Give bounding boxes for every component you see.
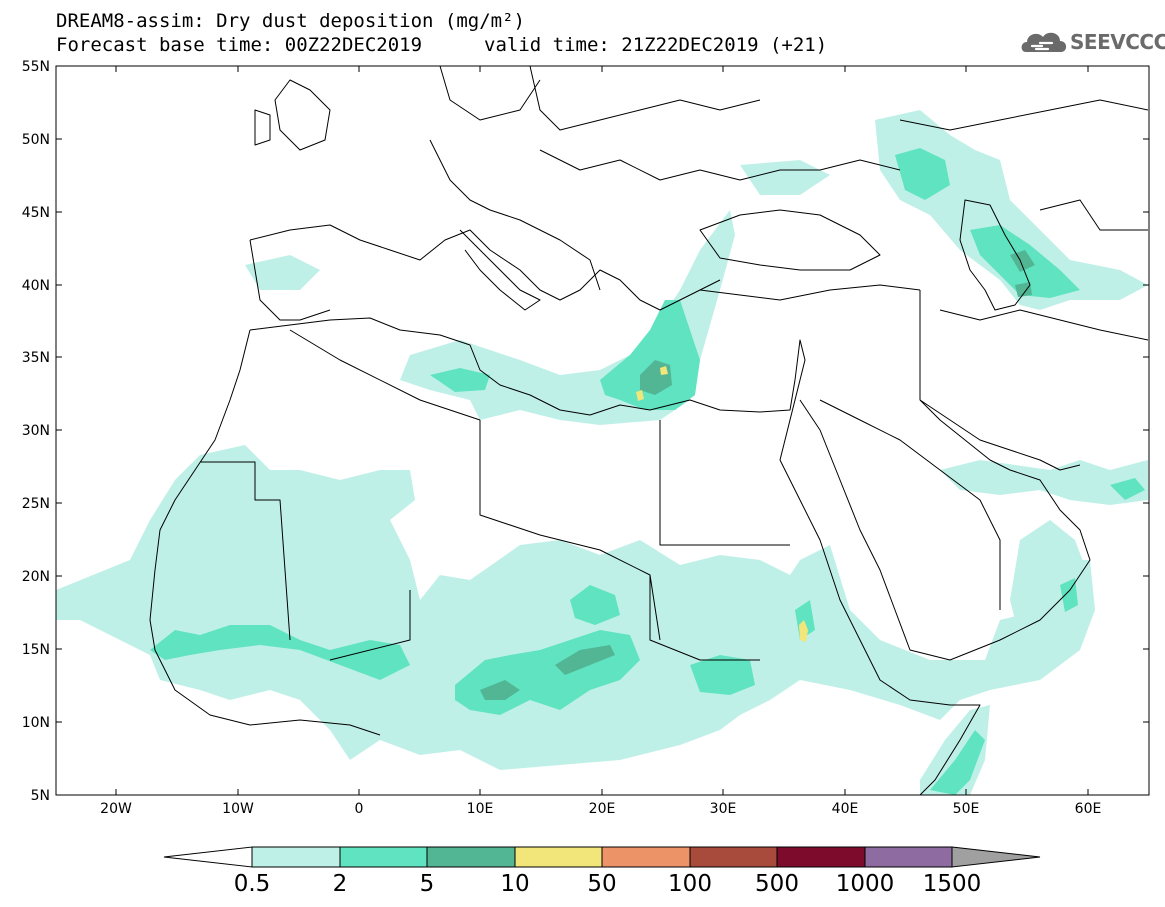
lat-label-20n: 20N bbox=[22, 569, 50, 585]
lon-label-0: 0 bbox=[355, 801, 364, 817]
colorbar-arrow-high bbox=[951, 846, 1041, 868]
colorbar-swatch-2 bbox=[339, 846, 428, 868]
lon-label-20e: 20E bbox=[589, 801, 616, 817]
colorbar-swatch-1 bbox=[251, 846, 341, 868]
lat-labels: 55N 50N 45N 40N 35N 30N 25N 20N 15N 10N … bbox=[22, 59, 50, 804]
forecast-base-time: Forecast base time: 00Z22DEC2019 bbox=[56, 34, 423, 56]
lon-label-30e: 30E bbox=[710, 801, 737, 817]
colorbar-label-1: 2 bbox=[333, 871, 348, 897]
colorbar-label-5: 100 bbox=[668, 871, 712, 897]
colorbar bbox=[163, 846, 1041, 868]
lat-label-10n: 10N bbox=[22, 715, 50, 731]
lat-label-40n: 40N bbox=[22, 278, 50, 294]
dust-fields bbox=[56, 110, 1148, 795]
lat-label-5n: 5N bbox=[31, 788, 50, 804]
colorbar-swatch-7 bbox=[776, 846, 866, 868]
colorbar-label-4: 50 bbox=[587, 871, 616, 897]
colorbar-swatch-6 bbox=[689, 846, 778, 868]
colorbar-arrow-low bbox=[163, 846, 253, 868]
colorbar-label-7: 1000 bbox=[836, 871, 895, 897]
seevccc-logo: SEEVCCC bbox=[1018, 26, 1165, 62]
valid-time: valid time: 21Z22DEC2019 (+21) bbox=[484, 34, 828, 56]
lat-label-45n: 45N bbox=[22, 205, 50, 221]
map-title: DREAM8-assim: Dry dust deposition (mg/m²… bbox=[56, 10, 525, 32]
colorbar-swatch-4 bbox=[514, 846, 603, 868]
cloud-logo-icon bbox=[1021, 32, 1067, 52]
lon-label-20w: 20W bbox=[100, 801, 132, 817]
colorbar-swatch-3 bbox=[426, 846, 516, 868]
lon-labels: 20W 10W 0 10E 20E 30E 40E 50E 60E bbox=[100, 801, 1101, 817]
lon-label-60e: 60E bbox=[1075, 801, 1102, 817]
colorbar-label-2: 5 bbox=[420, 871, 435, 897]
lat-label-30n: 30N bbox=[22, 423, 50, 439]
lat-ticks bbox=[56, 65, 1149, 796]
lat-label-15n: 15N bbox=[22, 642, 50, 658]
logo-text: SEEVCCC bbox=[1070, 30, 1165, 54]
colorbar-label-0: 0.5 bbox=[234, 871, 271, 897]
lat-label-35n: 35N bbox=[22, 350, 50, 366]
colorbar-label-3: 10 bbox=[500, 871, 529, 897]
colorbar-labels: 0.5 2 5 10 50 100 500 1000 1500 bbox=[234, 871, 982, 897]
lat-label-55n: 55N bbox=[22, 59, 50, 75]
colorbar-swatch-5 bbox=[601, 846, 691, 868]
colorbar-swatch-8 bbox=[864, 846, 953, 868]
lon-label-50e: 50E bbox=[953, 801, 980, 817]
lon-ticks bbox=[115, 66, 1089, 795]
lon-label-10w: 10W bbox=[222, 801, 254, 817]
coastlines-borders bbox=[149, 66, 1149, 795]
colorbar-label-8: 1500 bbox=[923, 871, 982, 897]
lat-label-50n: 50N bbox=[22, 132, 50, 148]
colorbar-label-6: 500 bbox=[755, 871, 799, 897]
lon-label-40e: 40E bbox=[832, 801, 859, 817]
lon-label-10e: 10E bbox=[467, 801, 494, 817]
lat-label-25n: 25N bbox=[22, 496, 50, 512]
